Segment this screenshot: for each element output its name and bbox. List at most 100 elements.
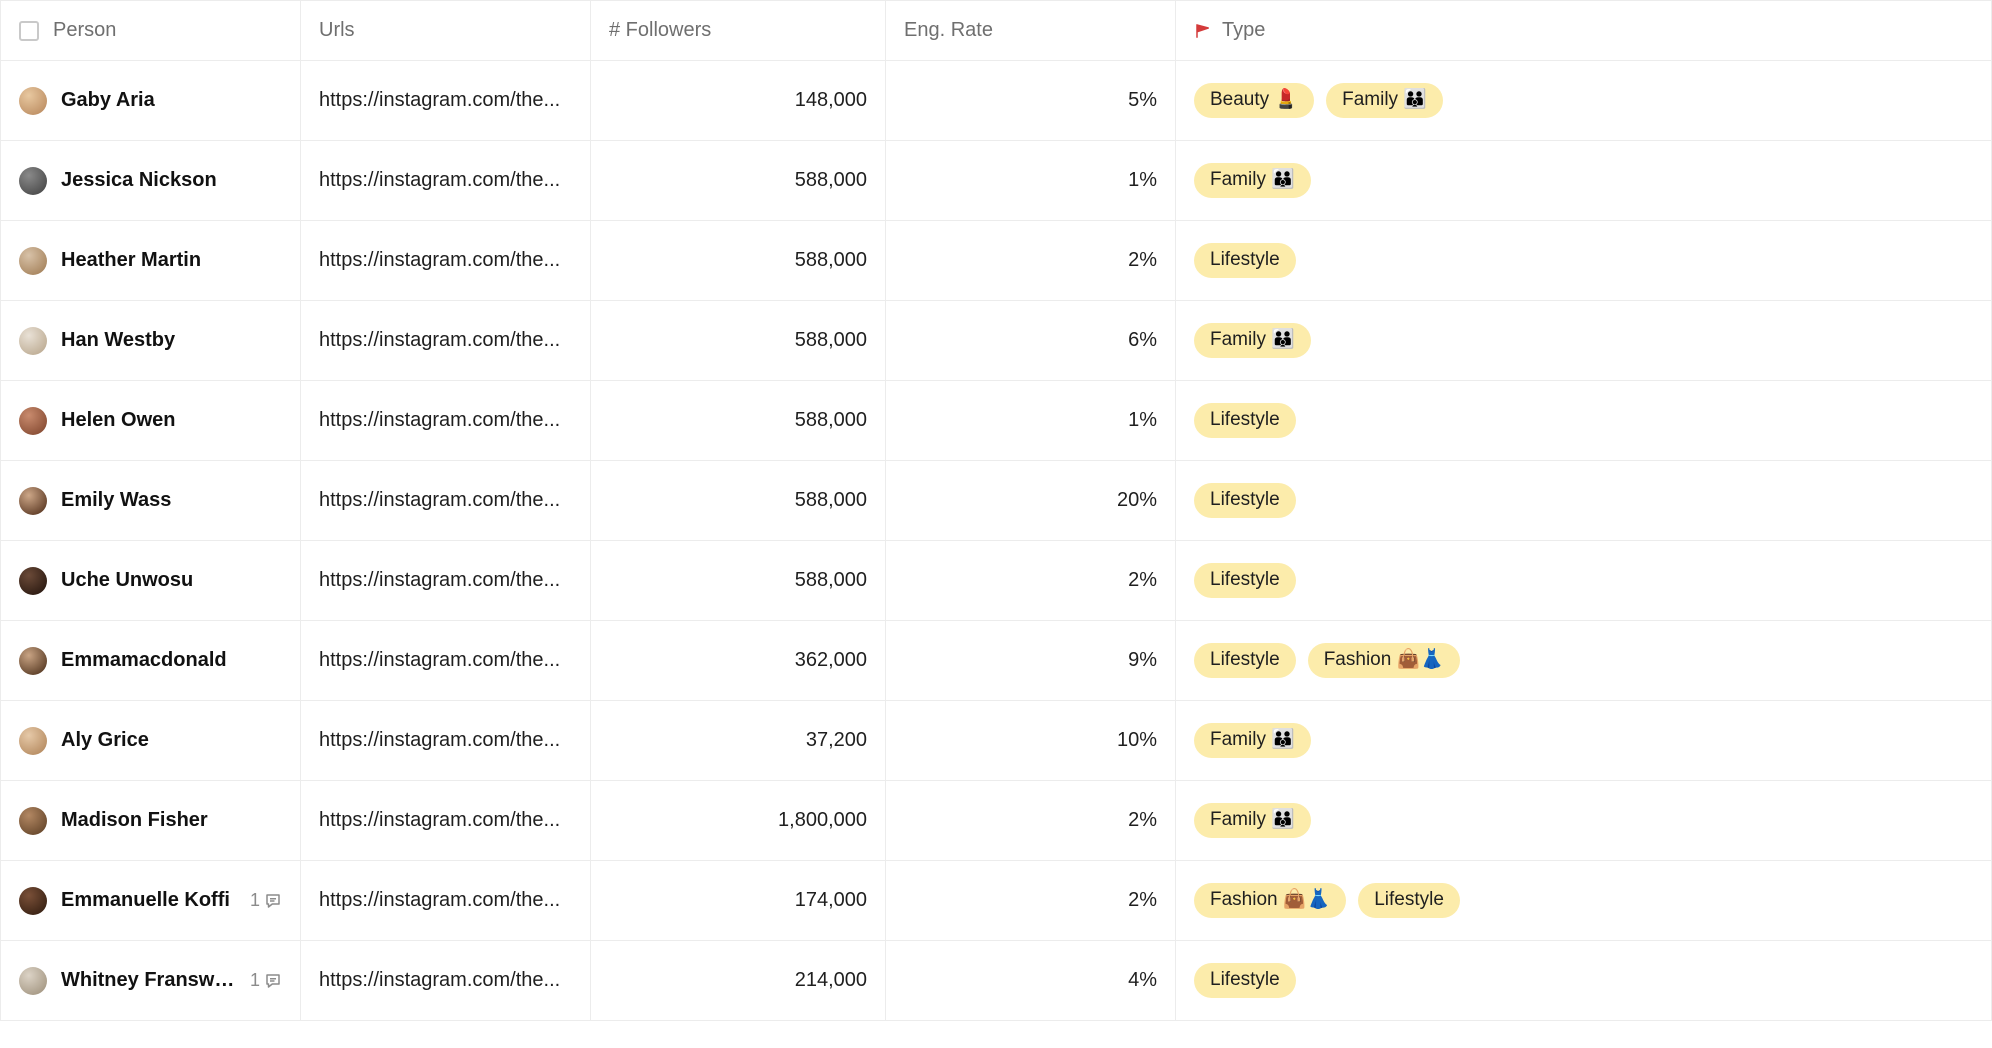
type-tag[interactable]: Beauty 💄 — [1194, 83, 1314, 118]
table-row[interactable]: Whitney Fransway1 https://instagram.com/t… — [1, 941, 1992, 1021]
type-tag[interactable]: Fashion 👜👗 — [1308, 643, 1460, 678]
url-text: https://instagram.com/the... — [319, 569, 560, 591]
type-tag[interactable]: Family 👪 — [1194, 323, 1311, 358]
person-cell[interactable]: Jessica Nickson — [1, 141, 301, 221]
person-name: Emily Wass — [61, 489, 171, 512]
followers-cell: 588,000 — [591, 541, 886, 621]
person-name: Uche Unwosu — [61, 569, 193, 592]
person-cell[interactable]: Emmamacdonald — [1, 621, 301, 701]
url-cell[interactable]: https://instagram.com/the... — [301, 861, 591, 941]
url-cell[interactable]: https://instagram.com/the... — [301, 941, 591, 1021]
header-type[interactable]: Type — [1176, 1, 1992, 61]
followers-cell: 588,000 — [591, 461, 886, 541]
url-text: https://instagram.com/the... — [319, 649, 560, 671]
url-cell[interactable]: https://instagram.com/the... — [301, 141, 591, 221]
person-name: Gaby Aria — [61, 89, 155, 112]
eng-rate-cell: 10% — [886, 701, 1176, 781]
header-eng-rate[interactable]: Eng. Rate — [886, 1, 1176, 61]
url-text: https://instagram.com/the... — [319, 729, 560, 751]
person-cell[interactable]: Uche Unwosu — [1, 541, 301, 621]
type-tag[interactable]: Lifestyle — [1194, 483, 1296, 518]
comment-count[interactable]: 1 — [250, 970, 282, 991]
person-cell[interactable]: Heather Martin — [1, 221, 301, 301]
followers-cell: 174,000 — [591, 861, 886, 941]
url-cell[interactable]: https://instagram.com/the... — [301, 461, 591, 541]
table-row[interactable]: Uche Unwosu https://instagram.com/the... 5… — [1, 541, 1992, 621]
type-cell: Lifestyle — [1176, 541, 1992, 621]
header-eng-rate-label: Eng. Rate — [904, 19, 993, 41]
person-name: Madison Fisher — [61, 809, 208, 832]
avatar — [19, 167, 47, 195]
person-name: Jessica Nickson — [61, 169, 217, 192]
avatar — [19, 807, 47, 835]
type-tag[interactable]: Lifestyle — [1194, 243, 1296, 278]
table-row[interactable]: Aly Grice https://instagram.com/the... 37,… — [1, 701, 1992, 781]
comment-count[interactable]: 1 — [250, 890, 282, 911]
person-cell[interactable]: Emily Wass — [1, 461, 301, 541]
table-row[interactable]: Gaby Ariahttps://instagram.com/the...148… — [1, 61, 1992, 141]
url-text: https://instagram.com/the... — [319, 809, 560, 831]
url-cell[interactable]: https://instagram.com/the... — [301, 61, 591, 141]
type-cell: Family 👪 — [1176, 701, 1992, 781]
select-all-checkbox[interactable] — [19, 21, 39, 41]
header-urls[interactable]: Urls — [301, 1, 591, 61]
type-tag[interactable]: Family 👪 — [1194, 723, 1311, 758]
person-name: Heather Martin — [61, 249, 201, 272]
person-cell[interactable]: Helen Owen — [1, 381, 301, 461]
type-cell: Family 👪 — [1176, 781, 1992, 861]
person-cell[interactable]: Whitney Fransway1 — [1, 941, 301, 1021]
person-cell[interactable]: Gaby Aria — [1, 61, 301, 141]
header-person[interactable]: Person — [1, 1, 301, 61]
table-row[interactable]: Emily Wass https://instagram.com/the... 58… — [1, 461, 1992, 541]
url-cell[interactable]: https://instagram.com/the... — [301, 221, 591, 301]
person-cell[interactable]: Aly Grice — [1, 701, 301, 781]
avatar — [19, 887, 47, 915]
type-tag[interactable]: Family 👪 — [1194, 803, 1311, 838]
followers-cell: 588,000 — [591, 301, 886, 381]
table-row[interactable]: Jessica Nickson https://instagram.com/the… — [1, 141, 1992, 221]
type-tag[interactable]: Lifestyle — [1194, 563, 1296, 598]
eng-rate-cell: 5% — [886, 61, 1176, 141]
type-tag[interactable]: Lifestyle — [1194, 963, 1296, 998]
person-cell[interactable]: Han Westby — [1, 301, 301, 381]
url-cell[interactable]: https://instagram.com/the... — [301, 781, 591, 861]
header-urls-label: Urls — [319, 19, 355, 41]
table-row[interactable]: Emmamacdonald https://instagram.com/the..… — [1, 621, 1992, 701]
comment-count-number: 1 — [250, 890, 260, 911]
url-cell[interactable]: https://instagram.com/the... — [301, 701, 591, 781]
url-cell[interactable]: https://instagram.com/the... — [301, 541, 591, 621]
url-cell[interactable]: https://instagram.com/the... — [301, 381, 591, 461]
eng-rate-cell: 2% — [886, 861, 1176, 941]
person-cell[interactable]: Madison Fisher — [1, 781, 301, 861]
table-row[interactable]: Helen Owenhttps://instagram.com/the...58… — [1, 381, 1992, 461]
type-tag[interactable]: Lifestyle — [1194, 643, 1296, 678]
type-cell: Lifestyle — [1176, 461, 1992, 541]
url-text: https://instagram.com/the... — [319, 489, 560, 511]
type-cell: Lifestyle Fashion 👜👗 — [1176, 621, 1992, 701]
comment-icon — [264, 892, 282, 910]
person-name: Helen Owen — [61, 409, 175, 432]
avatar — [19, 247, 47, 275]
table-row[interactable]: Han Westbyhttps://instagram.com/the...58… — [1, 301, 1992, 381]
eng-rate-cell: 2% — [886, 221, 1176, 301]
type-tag[interactable]: Fashion 👜👗 — [1194, 883, 1346, 918]
table-row[interactable]: Heather Martin https://instagram.com/the.… — [1, 221, 1992, 301]
table-row[interactable]: Emmanuelle Koffi1 https://instagram.com/t… — [1, 861, 1992, 941]
type-tag[interactable]: Family 👪 — [1326, 83, 1443, 118]
eng-rate-cell: 1% — [886, 141, 1176, 221]
type-tag[interactable]: Lifestyle — [1194, 403, 1296, 438]
followers-cell: 1,800,000 — [591, 781, 886, 861]
followers-cell: 37,200 — [591, 701, 886, 781]
followers-cell: 362,000 — [591, 621, 886, 701]
person-cell[interactable]: Emmanuelle Koffi1 — [1, 861, 301, 941]
header-followers[interactable]: # Followers — [591, 1, 886, 61]
url-cell[interactable]: https://instagram.com/the... — [301, 621, 591, 701]
type-tag[interactable]: Family 👪 — [1194, 163, 1311, 198]
avatar — [19, 407, 47, 435]
type-tag[interactable]: Lifestyle — [1358, 883, 1460, 918]
table-row[interactable]: Madison Fisher https://instagram.com/the.… — [1, 781, 1992, 861]
url-text: https://instagram.com/the... — [319, 169, 560, 191]
url-text: https://instagram.com/the... — [319, 889, 560, 911]
url-text: https://instagram.com/the... — [319, 969, 560, 991]
url-cell[interactable]: https://instagram.com/the... — [301, 301, 591, 381]
